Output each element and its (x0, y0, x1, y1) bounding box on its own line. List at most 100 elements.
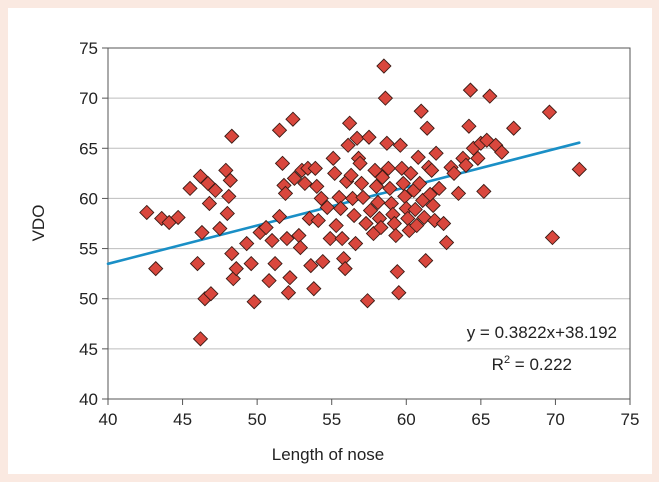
data-point (380, 160, 397, 176)
data-point (410, 149, 426, 165)
data-point (327, 165, 343, 181)
data-point (246, 294, 262, 310)
data-point (341, 115, 358, 131)
data-point (388, 227, 404, 244)
y-tick-label: 60 (79, 189, 98, 208)
data-point (334, 230, 350, 247)
data-point (279, 230, 295, 247)
data-point (221, 188, 237, 205)
data-point (391, 285, 407, 301)
data-point (224, 128, 240, 144)
gridlines (108, 97, 630, 350)
data-point (470, 150, 486, 166)
data-point (306, 281, 322, 297)
data-point (458, 157, 474, 173)
data-point (476, 183, 492, 200)
data-point (170, 209, 186, 226)
data-point (194, 224, 210, 241)
y-tick-label: 65 (79, 139, 98, 158)
data-point (482, 88, 498, 104)
data-point (571, 161, 587, 177)
data-point (428, 145, 444, 161)
data-point (271, 122, 288, 138)
data-point (340, 137, 356, 153)
data-point (310, 212, 326, 229)
data-point (286, 170, 303, 187)
data-point (361, 129, 377, 145)
data-point (403, 165, 419, 181)
data-point (374, 169, 391, 186)
data-point (544, 229, 561, 246)
data-point (362, 202, 379, 219)
data-point (431, 180, 447, 197)
data-points (139, 58, 587, 347)
data-point (494, 144, 510, 160)
data-point (285, 111, 301, 127)
data-point (376, 58, 392, 74)
data-point (189, 255, 206, 272)
data-point (271, 208, 288, 225)
data-point (212, 220, 228, 237)
data-point (219, 205, 235, 222)
data-point (309, 178, 325, 195)
data-point (315, 253, 331, 270)
data-point (203, 286, 219, 302)
data-point (506, 120, 522, 136)
data-point (424, 162, 440, 178)
x-tick-label: 65 (471, 410, 490, 429)
data-point (337, 260, 353, 277)
data-point (373, 219, 389, 236)
data-point (319, 199, 335, 216)
data-point (261, 273, 277, 289)
data-point (182, 180, 198, 197)
data-point (379, 135, 395, 151)
data-point (359, 293, 376, 309)
data-point (389, 264, 405, 280)
trendline (106, 141, 581, 266)
data-point (419, 120, 435, 136)
data-point (292, 239, 309, 256)
data-point (282, 270, 298, 286)
data-point (280, 285, 297, 301)
data-point (207, 182, 224, 199)
data-point (358, 215, 374, 232)
data-point (328, 217, 344, 234)
data-point (370, 194, 386, 211)
x-tick-label: 75 (621, 410, 640, 429)
data-point (343, 167, 359, 183)
data-point (450, 185, 467, 202)
data-point (192, 331, 209, 347)
data-point (412, 175, 428, 192)
data-point (346, 207, 362, 224)
data-point (322, 230, 338, 247)
data-point (325, 150, 341, 166)
data-point (347, 235, 364, 252)
data-point (297, 175, 313, 192)
data-point (382, 180, 398, 197)
data-point (307, 160, 323, 176)
data-point (446, 165, 462, 181)
data-point (413, 103, 429, 119)
x-tick-label: 45 (173, 410, 192, 429)
data-point (462, 82, 479, 98)
data-point (409, 217, 425, 234)
data-point (139, 204, 155, 221)
data-point (407, 201, 423, 218)
data-point (291, 227, 307, 244)
y-tick-label: 50 (79, 290, 98, 309)
data-point (274, 155, 291, 171)
data-point (392, 137, 408, 153)
x-tick-label: 50 (248, 410, 267, 429)
y-tick-label: 70 (79, 89, 98, 108)
data-point (438, 234, 455, 251)
x-tick-label: 40 (99, 410, 118, 429)
data-point (313, 190, 329, 207)
x-tick-label: 55 (322, 410, 341, 429)
x-axis-title: Length of nose (272, 445, 384, 464)
data-point (224, 245, 240, 262)
data-point (243, 255, 259, 272)
data-point (425, 197, 441, 214)
data-point (303, 257, 319, 274)
data-point (222, 172, 238, 189)
y-tick-label: 75 (79, 39, 98, 58)
